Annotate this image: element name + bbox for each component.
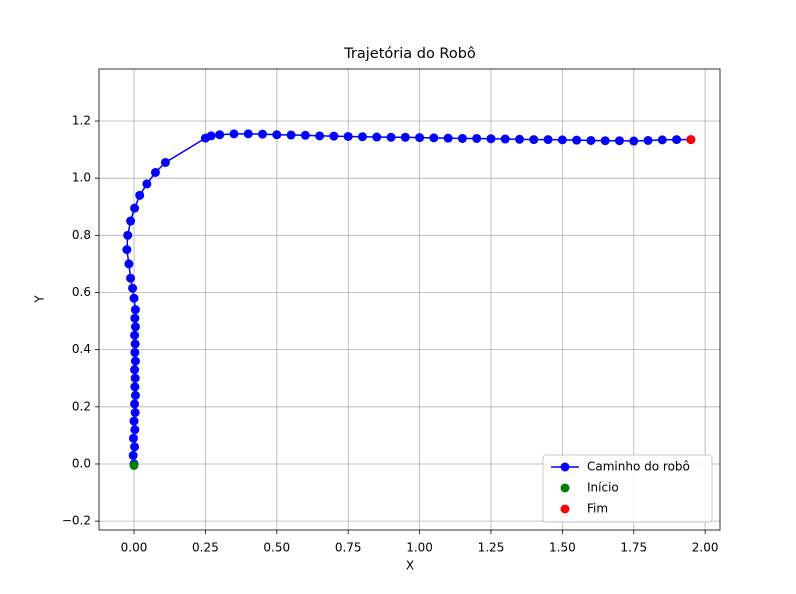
marker	[130, 442, 140, 452]
y-tick-label: 0.2	[72, 399, 91, 413]
marker	[486, 134, 496, 144]
marker	[672, 135, 682, 145]
marker	[400, 132, 410, 142]
marker	[315, 131, 325, 141]
marker	[130, 339, 140, 349]
marker	[657, 135, 667, 145]
marker	[150, 167, 160, 177]
marker	[386, 132, 396, 142]
marker	[372, 132, 382, 142]
marker	[415, 133, 425, 143]
marker	[243, 129, 253, 139]
marker	[122, 245, 132, 255]
marker	[515, 134, 525, 144]
marker	[472, 133, 482, 143]
chart-title: Trajetória do Robô	[343, 46, 476, 62]
marker	[529, 135, 539, 145]
marker	[429, 133, 439, 143]
axes-frame	[98, 68, 721, 531]
marker	[286, 130, 296, 140]
marker	[126, 216, 136, 226]
marker	[135, 190, 145, 200]
marker	[543, 135, 553, 145]
y-tick-label: 0.4	[72, 342, 91, 356]
marker	[643, 135, 653, 145]
marker	[128, 433, 138, 443]
legend-box	[542, 454, 713, 523]
marker	[600, 136, 610, 146]
marker	[272, 130, 282, 140]
marker	[586, 135, 596, 145]
legend-label: Início	[587, 481, 619, 495]
y-tick-label: 1.2	[72, 114, 91, 128]
marker	[130, 399, 140, 409]
x-tick-label: 0.00	[121, 541, 148, 555]
marker	[206, 131, 216, 141]
x-tick-label: 0.50	[263, 541, 290, 555]
marker	[229, 129, 239, 139]
marker	[343, 131, 353, 141]
marker	[557, 135, 567, 145]
marker	[130, 373, 140, 383]
x-tick-label: 1.75	[620, 541, 647, 555]
marker	[443, 133, 453, 143]
marker	[130, 365, 140, 375]
x-tick-label: 1.25	[478, 541, 505, 555]
marker	[130, 330, 140, 340]
marker	[457, 133, 467, 143]
marker	[130, 390, 140, 400]
marker	[329, 131, 339, 141]
marker	[572, 135, 582, 145]
marker	[130, 382, 140, 392]
marker	[130, 425, 140, 435]
legend-label: Caminho do robô	[587, 460, 690, 474]
marker	[160, 157, 170, 167]
marker	[130, 305, 140, 315]
x-tick-label: 0.75	[335, 541, 362, 555]
marker	[300, 130, 310, 140]
marker	[629, 136, 639, 146]
marker	[129, 460, 139, 470]
marker	[130, 356, 140, 366]
marker	[124, 259, 134, 269]
legend-marker	[560, 462, 570, 472]
y-tick-label: 0.0	[72, 456, 91, 470]
marker	[614, 136, 624, 146]
legend-label: Fim	[587, 502, 608, 516]
y-tick-label: 1.0	[72, 171, 91, 185]
y-tick-label: 0.6	[72, 285, 91, 299]
y-tick-label: −0.2	[62, 514, 91, 528]
marker	[130, 313, 140, 323]
y-tick-label: 0.8	[72, 228, 91, 242]
x-tick-label: 1.00	[406, 541, 433, 555]
marker	[129, 293, 139, 303]
marker	[500, 134, 510, 144]
x-tick-label: 0.25	[192, 541, 219, 555]
marker	[128, 283, 138, 293]
marker	[258, 129, 268, 139]
x-tick-label: 1.50	[549, 541, 576, 555]
marker	[128, 450, 138, 460]
marker	[130, 322, 140, 332]
x-axis-label: X	[406, 559, 414, 573]
marker	[126, 273, 136, 283]
marker	[130, 348, 140, 358]
legend-marker	[560, 504, 570, 514]
legend-marker	[560, 483, 570, 493]
marker	[357, 132, 367, 142]
x-tick-label: 2.00	[692, 541, 719, 555]
marker	[215, 130, 225, 140]
marker	[142, 179, 152, 189]
marker	[130, 408, 140, 418]
marker	[130, 203, 140, 213]
y-axis-label: Y	[33, 295, 47, 304]
marker	[686, 135, 696, 145]
marker	[129, 416, 139, 426]
plot-area	[122, 129, 696, 470]
marker	[123, 230, 133, 240]
